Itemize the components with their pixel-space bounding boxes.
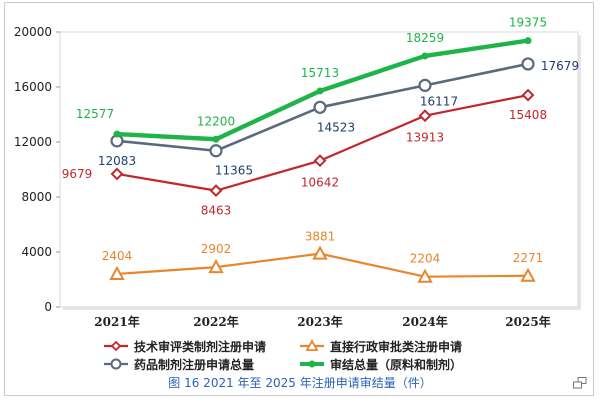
y-tick-label: 4000 xyxy=(21,245,52,259)
y-tick-label: 20000 xyxy=(14,25,52,39)
data-label: 2204 xyxy=(410,252,441,266)
data-label: 2271 xyxy=(513,251,544,265)
enlarge-icon[interactable] xyxy=(573,377,587,389)
series-marker-triangle xyxy=(312,245,328,260)
data-label: 12200 xyxy=(197,114,235,128)
legend-marker-circle xyxy=(110,358,122,370)
figure-caption: 图 16 2021 年至 2025 年注册申请审结量（件） xyxy=(168,376,432,390)
series-marker-dot xyxy=(113,130,121,138)
legend-label: 审结总量（原料和制剂） xyxy=(330,357,462,372)
data-label: 12577 xyxy=(76,107,114,121)
series-marker-triangle xyxy=(417,268,433,283)
series-marker-diamond xyxy=(521,88,535,102)
series-marker-circle xyxy=(521,57,535,71)
data-label: 15408 xyxy=(509,108,547,122)
series-marker-circle xyxy=(209,144,223,158)
data-label: 2404 xyxy=(102,249,133,263)
legend-label: 药品制剂注册申请总量 xyxy=(134,357,254,372)
data-label: 15713 xyxy=(301,66,339,80)
series-marker-triangle xyxy=(520,267,536,282)
series-marker-dot xyxy=(212,135,220,143)
x-tick-label: 2022年 xyxy=(193,314,238,329)
data-label: 18259 xyxy=(406,31,444,45)
legend-label: 技术审评类制剂注册申请 xyxy=(134,339,266,354)
legend-marker-diamond xyxy=(110,340,122,352)
x-tick-label: 2021年 xyxy=(94,314,139,329)
legend-label: 直接行政审批类注册申请 xyxy=(330,339,462,354)
y-tick-label: 0 xyxy=(44,300,52,314)
series-marker-dot xyxy=(316,87,324,95)
series-marker-triangle xyxy=(208,259,224,274)
series-marker-circle xyxy=(418,78,432,92)
series-marker-circle xyxy=(313,100,327,114)
x-tick-label: 2024年 xyxy=(402,314,447,329)
series-marker-dot xyxy=(421,52,429,60)
x-tick-label: 2025年 xyxy=(505,314,550,329)
data-label: 16117 xyxy=(420,94,458,108)
data-label: 19375 xyxy=(509,16,547,30)
data-label: 3881 xyxy=(305,230,336,244)
series-marker-dot xyxy=(524,37,532,45)
data-label: 14523 xyxy=(317,120,355,134)
legend-marker-dot xyxy=(308,360,316,368)
y-tick-label: 16000 xyxy=(14,80,52,94)
plot-area xyxy=(59,31,579,308)
series-marker-diamond xyxy=(418,109,432,123)
series-marker-diamond xyxy=(313,154,327,168)
x-tick-label: 2023年 xyxy=(297,314,342,329)
legend-marker-triangle xyxy=(305,339,319,351)
data-label: 8463 xyxy=(201,204,232,218)
y-tick-label: 8000 xyxy=(21,190,52,204)
series-marker-diamond xyxy=(209,184,223,198)
series-marker-diamond xyxy=(110,167,124,181)
data-label: 10642 xyxy=(301,176,339,190)
y-tick-label: 12000 xyxy=(14,135,52,149)
data-label: 12083 xyxy=(98,154,136,168)
data-label: 2902 xyxy=(201,242,232,256)
data-label: 11365 xyxy=(215,164,253,178)
data-label: 13913 xyxy=(406,131,444,145)
series-marker-triangle xyxy=(109,265,125,280)
data-label: 9679 xyxy=(62,167,93,181)
data-label: 17679 xyxy=(541,59,579,73)
